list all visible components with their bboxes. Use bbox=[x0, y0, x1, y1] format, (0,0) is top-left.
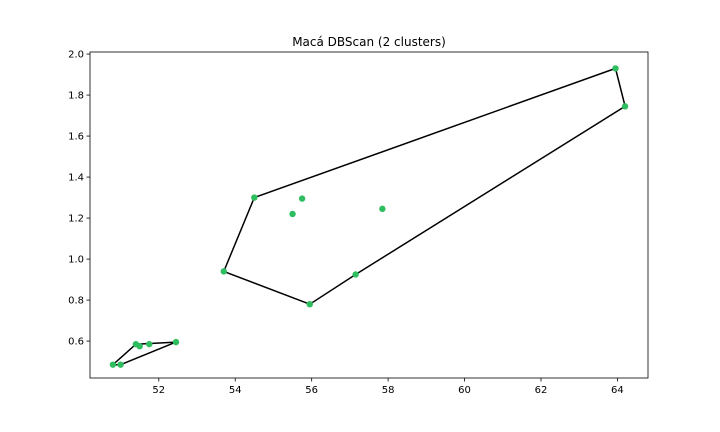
data-point bbox=[136, 343, 143, 350]
x-tick-label: 52 bbox=[152, 385, 165, 396]
x-tick-label: 62 bbox=[535, 385, 548, 396]
x-tick-label: 54 bbox=[229, 385, 242, 396]
x-tick-label: 58 bbox=[382, 385, 395, 396]
data-point bbox=[251, 194, 258, 201]
data-point bbox=[298, 195, 306, 202]
cluster-hulls bbox=[110, 67, 626, 366]
axes-frame bbox=[89, 51, 649, 379]
data-point bbox=[352, 271, 359, 278]
data-point bbox=[220, 268, 227, 275]
x-tick-label: 60 bbox=[458, 385, 471, 396]
chart-title: Macá DBScan (2 clusters) bbox=[292, 35, 446, 49]
y-tick-label: 1.2 bbox=[68, 214, 84, 225]
data-point bbox=[621, 103, 629, 110]
data-point bbox=[379, 205, 386, 213]
x-tick-label: 64 bbox=[611, 385, 624, 396]
data-point bbox=[306, 300, 313, 308]
data-point bbox=[117, 361, 124, 368]
y-tick-label: 0.8 bbox=[68, 296, 84, 307]
y-tick-label: 1.6 bbox=[68, 132, 84, 143]
y-tick-label: 1.0 bbox=[68, 255, 84, 266]
x-tick-label: 56 bbox=[305, 385, 318, 396]
y-tick-label: 0.6 bbox=[68, 337, 84, 348]
data-point bbox=[172, 338, 180, 346]
data-point bbox=[612, 65, 619, 72]
data-point bbox=[109, 361, 117, 368]
y-tick-label: 1.8 bbox=[68, 91, 84, 102]
cluster-hull-2 bbox=[222, 67, 626, 306]
y-axis: 0.6 0.8 1.0 1.2 1.4 1.6 1.8 2.0 bbox=[68, 50, 90, 348]
data-points bbox=[109, 65, 629, 368]
y-tick-label: 2.0 bbox=[68, 50, 84, 61]
x-axis: 52 54 56 58 60 62 64 bbox=[152, 378, 624, 396]
y-tick-label: 1.4 bbox=[68, 173, 84, 184]
data-point bbox=[146, 340, 153, 348]
data-point bbox=[289, 210, 296, 218]
cluster-hull-1 bbox=[110, 341, 177, 366]
